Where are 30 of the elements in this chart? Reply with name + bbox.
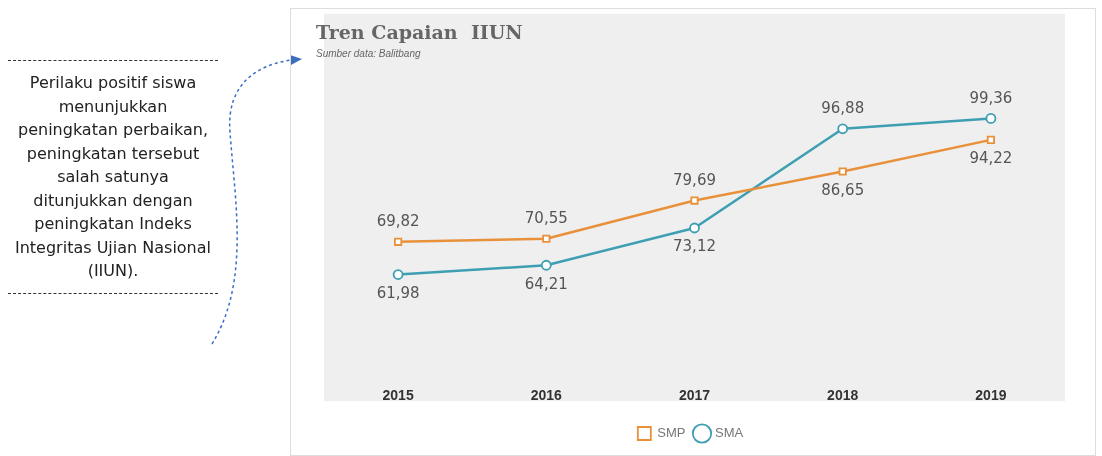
chart-subtitle: Sumber data: Balitbang: [316, 47, 421, 59]
chart-title: Tren Capaian IIUN: [316, 21, 523, 44]
data-label: 86,65: [821, 180, 865, 199]
text: Perilaku positif siswa menunjukkan peningkatan perbaikan, peningkatan tersebut salah satunya ditunjukkan dengan peningkatan Indeks Integritas Ujian Nasional (IIUN).: [14, 73, 212, 280]
legend-label: SMP: [657, 425, 686, 441]
legend-label: SMA: [715, 425, 744, 441]
point: [986, 135, 995, 144]
data-label: 94,22: [969, 149, 1013, 168]
point: [985, 113, 997, 124]
data-label: 61,98: [376, 283, 420, 302]
x-tick-label: 2017: [678, 387, 711, 404]
x-tick-label: 2016: [530, 387, 563, 404]
x-tick-label: 2018: [827, 387, 859, 404]
data-label: 73,12: [673, 237, 716, 256]
point: [689, 222, 700, 234]
point: [838, 167, 847, 176]
data-label: 79,69: [673, 170, 716, 189]
point: [542, 234, 551, 243]
data-label: 96,88: [821, 99, 865, 118]
x-tick-label: 2015: [382, 387, 414, 404]
point: [394, 237, 403, 246]
x-tick-label: 2019: [975, 387, 1007, 404]
point: [540, 259, 552, 271]
point: [690, 196, 699, 205]
point: [837, 123, 849, 135]
data-label: 69,82: [376, 212, 420, 231]
data-label: 99,36: [969, 88, 1013, 107]
data-label: 70,55: [524, 209, 568, 228]
data-label: 64,21: [524, 274, 568, 293]
point: [392, 269, 404, 280]
